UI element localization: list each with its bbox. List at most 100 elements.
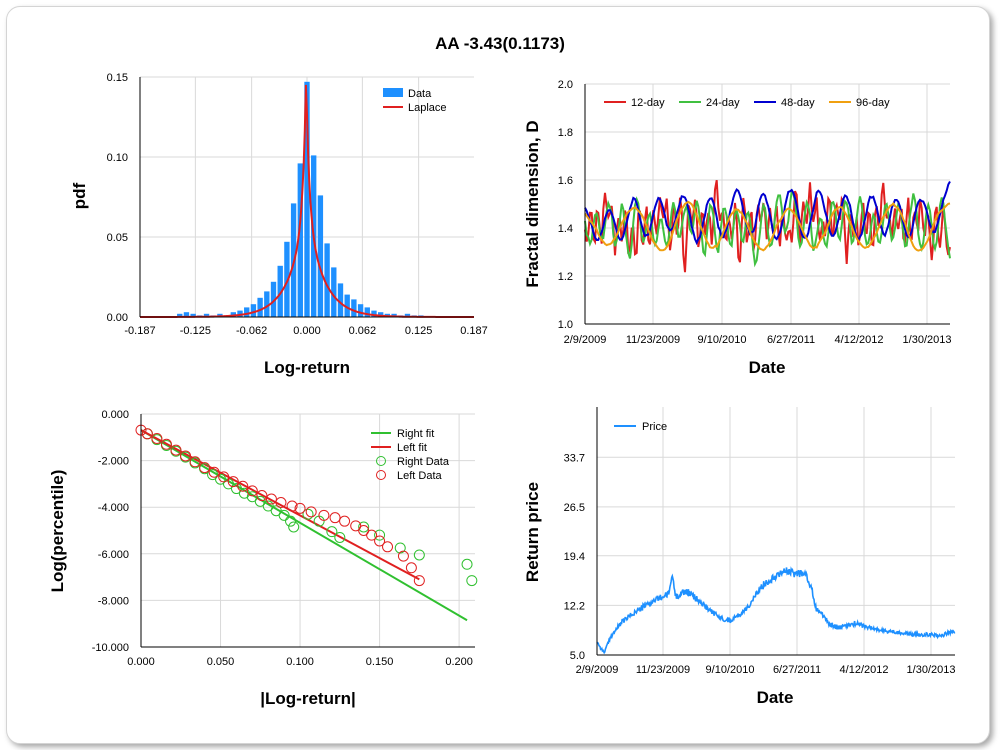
histogram-bar — [264, 291, 270, 317]
pdf-x-tick-label: 0.062 — [349, 325, 377, 337]
tail-legend: Right fit Left fit Right Data Left Data — [371, 428, 450, 482]
left-data-point — [339, 515, 351, 527]
left-data-point — [405, 562, 417, 574]
legend-label-right-data: Right Data — [397, 456, 450, 468]
price-y-label: Return price — [523, 482, 542, 582]
left-data-point — [170, 444, 182, 456]
price-legend: Price — [614, 421, 667, 433]
left-data-point — [366, 529, 378, 541]
right-data-point — [262, 500, 274, 512]
legend-label-48-day: 48-day — [781, 97, 815, 109]
tail-y-tick-label: 0.000 — [101, 409, 129, 421]
left-data-point — [329, 512, 341, 524]
left-data-point — [160, 438, 172, 450]
fractal-y-tick-label: 1.4 — [558, 223, 573, 235]
fractal-x-tick-label: 9/10/2010 — [698, 334, 747, 346]
histogram-bar — [190, 313, 196, 317]
histogram-bar — [324, 243, 330, 317]
histogram-bar — [331, 267, 337, 317]
tail-x-tick-label: 0.150 — [366, 656, 394, 668]
tail-y-tick-label: -6.000 — [98, 549, 129, 561]
legend-label-left-fit: Left fit — [397, 442, 427, 454]
right-data-point — [285, 515, 297, 527]
left-data-point — [246, 485, 258, 497]
fractal-x-tick-label: 6/27/2011 — [767, 334, 815, 346]
pdf-legend: Data Laplace — [383, 88, 447, 114]
histogram-bar — [183, 312, 190, 317]
pdf-x-tick-label: -0.062 — [236, 325, 267, 337]
left-data-point — [358, 525, 370, 536]
histogram-bar — [270, 281, 277, 317]
fractal-y-label: Fractal dimension, D — [523, 120, 542, 287]
left-data-point — [374, 535, 386, 547]
legend-label-24-day: 24-day — [706, 97, 740, 109]
tail-y-tick-label: -2.000 — [98, 456, 129, 468]
legend-label-data: Data — [408, 88, 432, 100]
right-data-point — [254, 495, 266, 507]
tail-x-label: |Log-return| — [260, 689, 355, 708]
right-data-point — [413, 549, 425, 561]
right-fit-line — [140, 429, 468, 622]
right-data-point — [326, 526, 338, 538]
histogram-bar — [404, 313, 411, 317]
left-data-point — [237, 480, 249, 492]
page-title: AA -3.43(0.1173) — [435, 34, 565, 53]
legend-label-right-fit: Right fit — [397, 428, 434, 440]
pdf-x-tick-label: 0.187 — [460, 325, 488, 337]
left-data-point — [294, 502, 306, 514]
fractal-y-tick-label: 2.0 — [558, 79, 573, 91]
pdf-x-tick-label: -0.187 — [124, 325, 155, 337]
histogram-bar — [257, 297, 263, 317]
tail-y-tick-label: -8.000 — [98, 595, 129, 607]
left-data-point — [413, 575, 425, 587]
histogram-bar — [377, 312, 384, 317]
histogram-bar — [364, 307, 370, 317]
left-data-point — [151, 432, 163, 444]
price-y-tick-label: 12.2 — [564, 600, 585, 612]
left-data-point — [199, 462, 211, 474]
tail-x-tick-label: 0.000 — [127, 656, 155, 668]
price-y-tick-label: 26.5 — [564, 502, 585, 514]
pdf-x-tick-label: 0.000 — [293, 325, 321, 337]
fractal-x-tick-label: 1/30/2013 — [903, 334, 952, 346]
price-x-tick-label: 6/27/2011 — [773, 664, 821, 676]
histogram-bar — [371, 310, 377, 317]
left-data-point — [318, 509, 330, 521]
right-data-point — [215, 473, 227, 485]
histogram-bar — [244, 307, 250, 317]
left-data-point — [189, 456, 201, 468]
pdf-x-label: Log-return — [264, 358, 350, 377]
fractal-dimension-chart: 2/9/2009 11/23/2009 9/10/2010 6/27/2011 4/12… — [523, 79, 951, 377]
left-data-point — [382, 541, 394, 553]
right-data-point — [278, 509, 290, 521]
left-data-point — [265, 493, 277, 505]
price-x-tick-label: 11/23/2009 — [636, 664, 690, 676]
tail-y-tick-label: -10.000 — [92, 642, 129, 654]
left-data-point — [218, 471, 230, 483]
left-data-point — [275, 497, 287, 509]
price-y-tick-label: 33.7 — [564, 452, 585, 464]
fractal-y-tick-label: 1.0 — [558, 319, 573, 331]
left-data-point — [286, 500, 298, 512]
pdf-y-tick-label: 0.05 — [107, 232, 128, 244]
fractal-legend: 12-day 24-day 48-day 96-day — [604, 97, 890, 109]
legend-label-96-day: 96-day — [856, 97, 890, 109]
tail-x-tick-label: 0.100 — [286, 656, 314, 668]
histogram-bar — [203, 313, 210, 317]
price-x-tick-label: 1/30/2013 — [907, 664, 956, 676]
pdf-y-tick-label: 0.00 — [107, 312, 128, 324]
price-y-tick-label: 19.4 — [564, 551, 585, 563]
pdf-y-label: pdf — [70, 182, 89, 209]
histogram-bar — [317, 195, 324, 317]
left-data-point — [350, 520, 362, 532]
left-fit-line — [140, 429, 420, 581]
histogram-bar — [284, 241, 290, 317]
pdf-x-tick-label: 0.125 — [405, 325, 433, 337]
right-data-point — [374, 529, 386, 541]
left-data-point — [305, 506, 317, 518]
right-data-point — [288, 521, 300, 533]
histogram-bar — [351, 299, 357, 317]
right-data-point — [302, 508, 314, 520]
right-data-point — [207, 469, 219, 481]
